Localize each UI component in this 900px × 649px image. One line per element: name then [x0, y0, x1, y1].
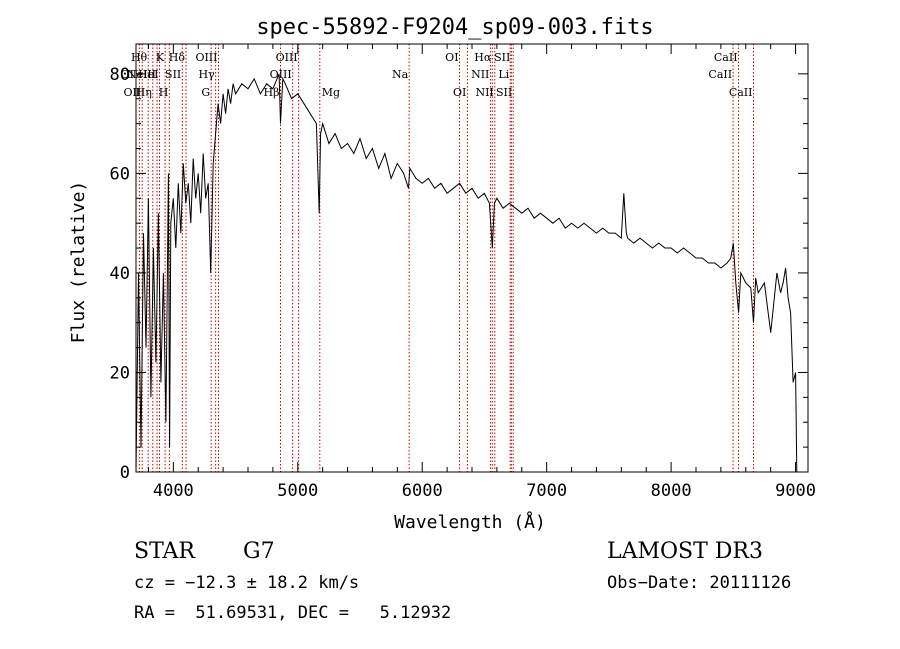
line-label-6: K	[156, 51, 165, 64]
line-label-18: OI	[445, 51, 458, 64]
line-label-20: NII	[471, 68, 489, 81]
coordinates-readout: RA = 51.69531, DEC = 5.12932	[134, 603, 452, 623]
x-axis-ticks: 4000 5000 6000 7000 8000 9000	[147, 44, 816, 501]
line-label-19: OI	[453, 86, 466, 99]
y-tick-label-40: 40	[110, 264, 130, 284]
line-label-5: HeI	[138, 68, 158, 81]
line-label-28: CaII	[729, 86, 753, 99]
chart-title: spec-55892-F9204_sp09-003.fits	[256, 15, 653, 40]
line-label-11: Hγ	[198, 68, 215, 81]
y-tick-label-60: 60	[110, 164, 130, 184]
object-class: STAR	[134, 539, 195, 564]
observation-date: Obs−Date: 20111126	[607, 573, 792, 593]
y-axis-ticks: 0 20 40 60 80	[110, 65, 808, 483]
line-label-13: Hβ	[264, 86, 280, 99]
line-label-3: Hη	[136, 86, 152, 99]
spectrum-series-flux	[135, 73, 798, 473]
x-tick-label-6000: 6000	[402, 481, 443, 501]
line-label-22: NII	[475, 86, 493, 99]
line-label-26: CaII	[708, 68, 732, 81]
line-label-15: OIII	[276, 51, 298, 64]
line-label-23: Li	[498, 68, 509, 81]
line-label-14: OIII	[270, 68, 292, 81]
y-tick-label-80: 80	[110, 65, 130, 85]
redshift-readout: cz = −12.3 ± 18.2 km/s	[134, 573, 360, 593]
line-label-12: OIII	[195, 51, 217, 64]
x-tick-label-4000: 4000	[153, 481, 194, 501]
line-label-7: H	[159, 86, 169, 99]
x-tick-label-5000: 5000	[277, 481, 318, 501]
plot-frame	[135, 43, 809, 473]
line-label-1: OII	[124, 86, 142, 99]
x-tick-label-8000: 8000	[651, 481, 692, 501]
y-axis-label: Flux (relative)	[68, 181, 89, 344]
survey-name: LAMOST DR3	[607, 539, 763, 564]
line-label-2: Hθ	[131, 51, 148, 64]
x-axis-label: Wavelength (Å)	[394, 511, 546, 533]
line-label-4: NeIII	[127, 68, 156, 81]
line-label-9: Hδ	[169, 51, 186, 64]
line-label-10: G	[201, 86, 210, 99]
x-tick-label-7000: 7000	[526, 481, 567, 501]
line-label-24: SII	[494, 51, 510, 64]
line-label-0: OII	[121, 68, 139, 81]
object-subclass: G7	[243, 539, 275, 564]
line-label-8: SII	[165, 68, 181, 81]
spectral-line-markers	[138, 44, 754, 472]
line-label-16: Mg	[322, 86, 340, 99]
x-tick-label-9000: 9000	[775, 481, 816, 501]
line-label-21: Hα	[474, 51, 492, 64]
line-label-17: Na	[392, 68, 409, 81]
line-label-27: CaII	[714, 51, 738, 64]
line-label-25: SII	[496, 86, 512, 99]
y-tick-label-20: 20	[110, 363, 130, 383]
y-tick-label-0: 0	[120, 463, 130, 483]
